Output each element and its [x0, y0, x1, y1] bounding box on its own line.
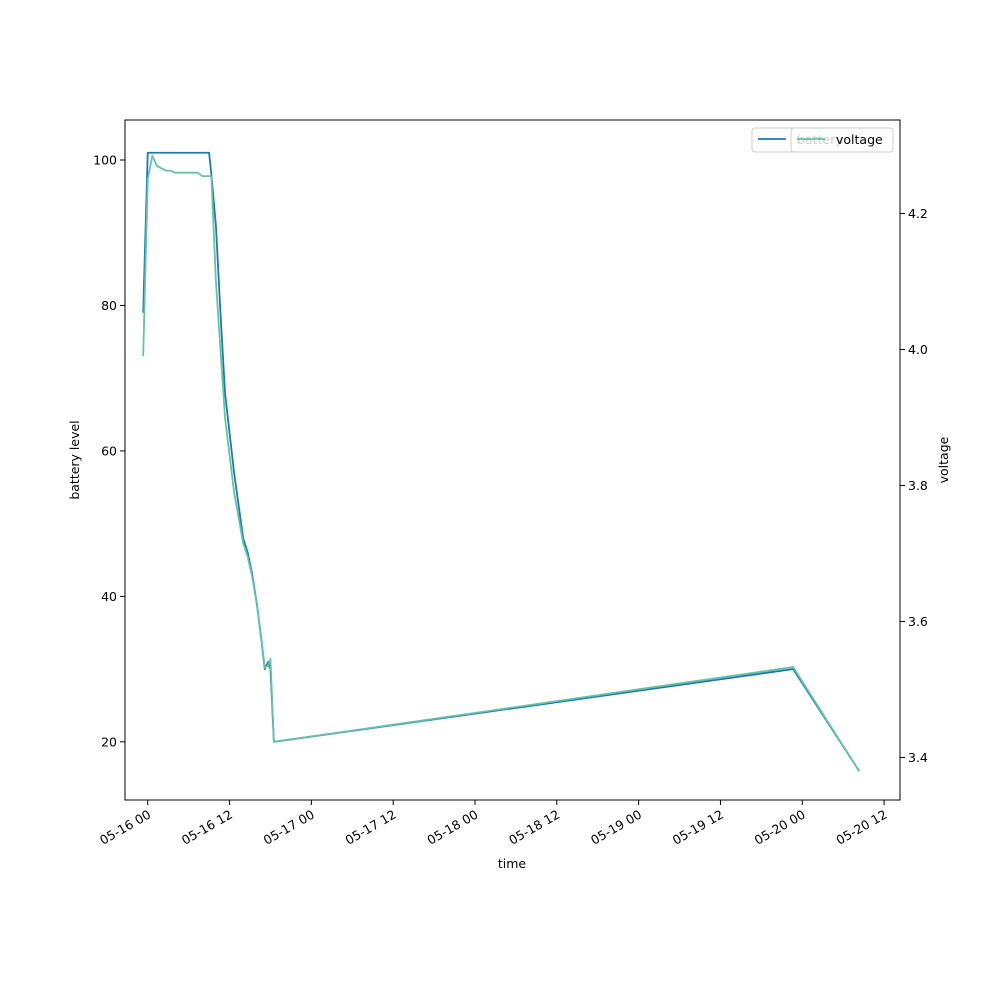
y-right-tick-label: 3.6 [908, 614, 928, 629]
y-left-tick-label: 60 [101, 443, 117, 458]
y-right-tick-label: 4.0 [908, 342, 928, 357]
y-axis-left: 20 40 60 80 100 [93, 153, 125, 749]
y-left-tick-label: 80 [101, 298, 117, 313]
y-left-tick-label: 40 [101, 589, 117, 604]
legend-voltage-frame [790, 127, 894, 153]
y-left-tick-label: 100 [93, 153, 117, 168]
series-line-voltage [142, 154, 860, 772]
y-axis-right: 3.4 3.6 3.8 4.0 4.2 [900, 206, 928, 765]
y-right-tick-label: 4.2 [908, 206, 928, 221]
legend-voltage-label: voltage [836, 132, 883, 147]
legend-voltage: voltage [790, 127, 894, 153]
y-axis-right-title: voltage [936, 436, 951, 483]
x-axis-title: time [498, 856, 527, 871]
y-left-tick-label: 20 [101, 734, 117, 749]
y-right-tick-label: 3.8 [908, 478, 928, 493]
plot-frame [124, 119, 901, 801]
series-layer [142, 151, 860, 772]
y-right-tick-label: 3.4 [908, 750, 928, 765]
y-axis-left-title: battery level [67, 420, 82, 499]
